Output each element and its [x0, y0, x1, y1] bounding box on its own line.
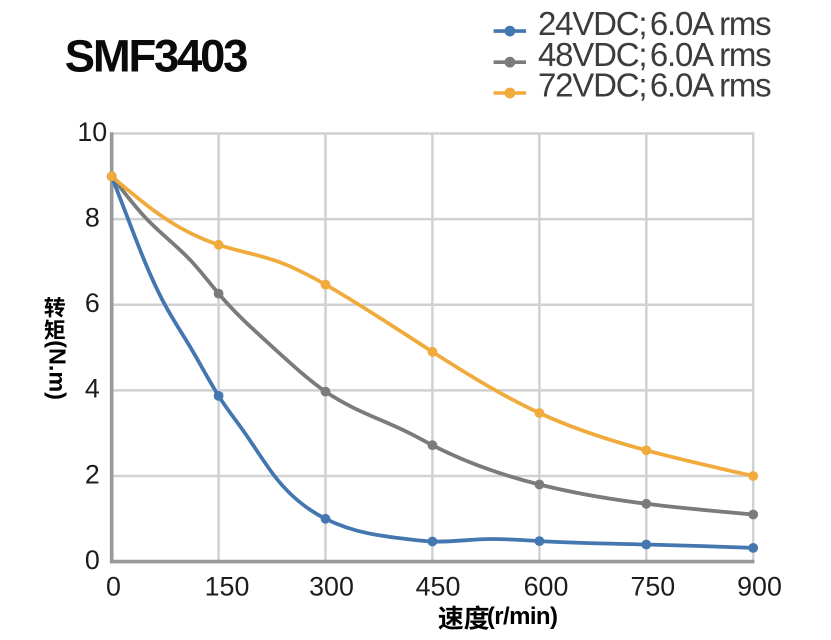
svg-text:48VDC;: 48VDC; — [538, 36, 646, 73]
svg-text:6: 6 — [85, 288, 100, 318]
svg-text:6.0A rms: 6.0A rms — [650, 36, 771, 73]
svg-text:900: 900 — [737, 571, 782, 601]
svg-text:150: 150 — [205, 571, 250, 601]
svg-text:450: 450 — [416, 571, 461, 601]
svg-text:300: 300 — [309, 571, 354, 601]
svg-text:600: 600 — [524, 571, 569, 601]
svg-text:6.0A rms: 6.0A rms — [650, 67, 771, 104]
svg-text:(r/min): (r/min) — [487, 603, 557, 630]
svg-text:6.0A rms: 6.0A rms — [650, 5, 771, 42]
svg-text:8: 8 — [85, 202, 100, 232]
svg-text:SMF3403: SMF3403 — [65, 30, 247, 81]
svg-text:72VDC;: 72VDC; — [538, 67, 646, 104]
svg-text:24VDC;: 24VDC; — [538, 5, 646, 42]
svg-text:0: 0 — [85, 545, 100, 575]
svg-text:750: 750 — [630, 571, 675, 601]
svg-text:0: 0 — [106, 571, 121, 601]
svg-text:(N.m): (N.m) — [45, 340, 71, 400]
svg-text:2: 2 — [85, 459, 100, 489]
svg-text:4: 4 — [85, 374, 100, 404]
svg-text:10: 10 — [77, 117, 107, 147]
